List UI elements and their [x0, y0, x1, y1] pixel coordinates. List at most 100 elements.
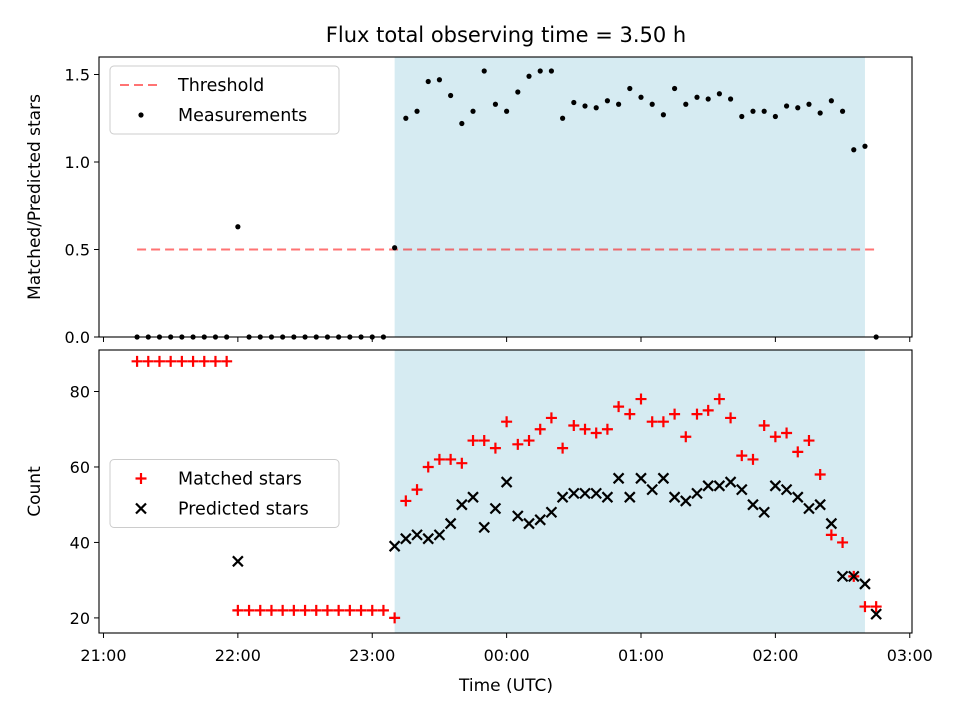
data-point — [780, 483, 793, 496]
data-point — [235, 224, 241, 230]
data-point — [627, 85, 633, 92]
data-point — [243, 604, 255, 616]
data-point — [571, 99, 577, 106]
data-point — [747, 498, 759, 511]
x-tick-label: 23:00 — [349, 646, 395, 665]
y-tick-label: 0.5 — [65, 241, 90, 260]
data-point — [500, 476, 513, 488]
data-point — [870, 608, 882, 620]
data-point — [504, 108, 510, 114]
legend: Threshold Measurements — [109, 65, 340, 135]
data-point — [444, 517, 457, 530]
data-point — [377, 604, 389, 616]
data-point — [523, 517, 535, 530]
data-point — [736, 483, 748, 496]
data-point — [691, 408, 703, 420]
data-point — [859, 578, 871, 590]
legend-marker — [135, 473, 147, 484]
y-tick-label: 40 — [70, 533, 90, 552]
data-point — [277, 604, 289, 616]
data-point — [792, 446, 804, 458]
data-point — [537, 68, 543, 74]
data-point — [545, 412, 557, 424]
y-axis-label: Count — [25, 466, 45, 517]
data-point — [414, 108, 420, 114]
data-point — [725, 412, 737, 424]
data-point — [560, 115, 566, 121]
data-point — [515, 89, 521, 95]
data-point — [232, 604, 244, 616]
data-point — [153, 355, 165, 367]
data-point — [691, 487, 703, 500]
data-point — [489, 502, 502, 515]
data-point — [445, 453, 457, 465]
legend-label: Predicted stars — [178, 500, 309, 520]
data-point — [649, 101, 655, 107]
legend-marker — [135, 502, 147, 515]
data-point — [523, 435, 535, 447]
data-point — [176, 355, 188, 367]
data-point — [814, 469, 826, 481]
data-point — [814, 498, 826, 511]
data-point — [209, 355, 221, 367]
data-point — [388, 540, 401, 552]
series-1 — [232, 472, 882, 620]
data-point — [739, 113, 745, 120]
x-tick-label: 01:00 — [618, 646, 664, 665]
series-0 — [131, 355, 882, 624]
data-point — [702, 404, 714, 416]
data-point — [635, 472, 647, 485]
data-point — [862, 143, 868, 149]
data-point — [702, 480, 714, 492]
data-point — [747, 453, 759, 465]
data-point — [433, 529, 446, 541]
data-point — [828, 98, 834, 104]
data-point — [456, 457, 468, 469]
y-tick-label: 1.5 — [65, 66, 90, 85]
legend-box — [109, 459, 340, 528]
legend-label: Measurements — [178, 106, 307, 126]
data-point — [646, 483, 658, 496]
data-point — [870, 601, 882, 613]
data-point — [791, 491, 804, 503]
legend: Matched stars Predicted stars — [109, 459, 340, 528]
data-point — [568, 419, 580, 431]
data-point — [638, 94, 644, 100]
data-point — [582, 103, 588, 109]
data-point — [526, 73, 532, 79]
data-point — [288, 604, 300, 616]
data-point — [680, 431, 692, 443]
data-point — [568, 487, 580, 500]
data-point — [534, 514, 546, 526]
data-point — [713, 480, 726, 492]
data-point — [680, 495, 692, 507]
data-point — [660, 112, 666, 118]
y-tick-label: 0.0 — [65, 328, 90, 347]
x-tick-label: 21:00 — [80, 646, 126, 665]
data-point — [668, 491, 681, 503]
data-point — [422, 532, 435, 545]
series-0 — [134, 68, 879, 340]
data-point — [198, 355, 210, 367]
data-point — [593, 105, 599, 111]
chart-title: Flux total observing time = 3.50 h — [326, 23, 686, 47]
data-point — [806, 101, 812, 107]
data-point — [534, 423, 546, 435]
data-point — [467, 435, 479, 447]
legend-label: Matched stars — [178, 470, 302, 490]
data-point — [683, 101, 689, 107]
data-point — [859, 601, 871, 613]
data-point — [635, 393, 647, 405]
data-point — [579, 487, 591, 500]
legend-marker — [138, 112, 144, 118]
data-point — [769, 480, 782, 492]
x-tick-label: 22:00 — [215, 646, 261, 665]
data-point — [333, 604, 345, 616]
panel-counts: 20 40 60 80 Count 21:00 22:00 23:00 00:00 01:00 02… — [25, 349, 933, 665]
data-point — [604, 98, 611, 104]
data-point — [781, 427, 793, 439]
data-point — [548, 68, 555, 74]
data-point — [817, 110, 823, 116]
data-point — [456, 498, 468, 511]
